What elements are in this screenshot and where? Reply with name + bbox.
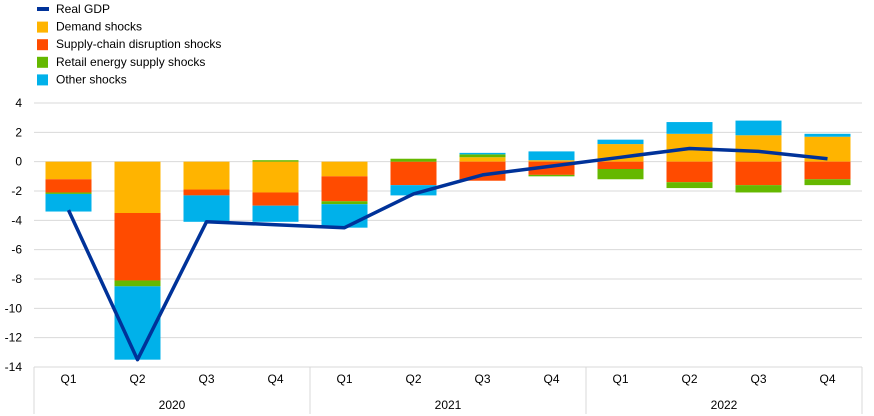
x-tick-label: Q1 — [336, 372, 352, 386]
y-tick-label: -4 — [11, 213, 22, 227]
bar-segment — [804, 161, 851, 180]
bar-segment — [114, 280, 161, 287]
y-tick-label: -10 — [5, 301, 23, 315]
bar-segment — [252, 205, 299, 222]
legend-item: Other shocks — [37, 72, 127, 86]
x-tick-label: Q3 — [198, 372, 214, 386]
legend-swatch — [37, 56, 48, 68]
bar-segment — [666, 161, 713, 183]
bar-segment — [252, 192, 299, 206]
bar-segment — [597, 169, 644, 180]
y-tick-label: -14 — [5, 360, 23, 374]
bar-segment — [321, 201, 368, 205]
bar-segment — [459, 161, 506, 181]
legend-swatch — [37, 74, 48, 86]
x-tick-label: Q1 — [60, 372, 76, 386]
bar-segment — [528, 151, 575, 161]
bar-segment — [252, 161, 299, 193]
legend-swatch — [37, 39, 48, 51]
legend-label: Demand shocks — [56, 20, 142, 34]
x-tick-label: Q4 — [819, 372, 835, 386]
year-label: 2020 — [159, 398, 186, 412]
x-tick-label: Q2 — [129, 372, 145, 386]
legend-item: Demand shocks — [37, 20, 142, 34]
legend-label: Other shocks — [56, 72, 127, 86]
x-tick-label: Q2 — [405, 372, 421, 386]
y-tick-label: -12 — [5, 331, 23, 345]
x-tick-label: Q4 — [267, 372, 283, 386]
y-tick-label: 0 — [15, 155, 22, 169]
x-tick-label: Q2 — [681, 372, 697, 386]
bar-segment — [321, 176, 368, 202]
x-tick-label: Q1 — [612, 372, 628, 386]
bar-segment — [114, 213, 161, 281]
legend-swatch — [37, 21, 48, 33]
bar-segment — [459, 157, 506, 162]
bar-segment — [321, 161, 368, 177]
y-tick-label: -8 — [11, 272, 22, 286]
x-tick-label: Q3 — [750, 372, 766, 386]
bar-segment — [666, 182, 713, 189]
y-tick-label: -6 — [11, 243, 22, 257]
bar-segment — [804, 133, 851, 137]
axes: 4 2 0 -2 -4 -6 -8 -10 -12 -14 Q1 Q2 Q3 Q4 Q1 Q2 Q3 Q4 Q1 Q2… — [5, 96, 863, 414]
year-label: 2022 — [711, 398, 738, 412]
bar-segment — [183, 195, 230, 222]
legend-line-swatch — [37, 7, 49, 11]
legend-item: Supply-chain disruption shocks — [37, 37, 221, 51]
bar-segment — [252, 160, 299, 162]
real-gdp-line — [66, 146, 828, 362]
bar-segment — [735, 161, 782, 186]
bar-segment — [735, 185, 782, 193]
bar-segment — [390, 161, 437, 186]
y-tick-label: 4 — [15, 96, 22, 110]
bar-segment — [528, 174, 575, 177]
bar-segment — [45, 179, 92, 193]
bar-segment — [597, 139, 644, 145]
year-label: 2021 — [435, 398, 462, 412]
bar-segment — [390, 158, 437, 162]
bar-segment — [321, 204, 368, 228]
y-tick-label: -2 — [11, 184, 22, 198]
bar-segment — [735, 120, 782, 136]
bar-segment — [804, 179, 851, 186]
bar-segment — [45, 161, 92, 180]
legend: Real GDP Demand shocks Supply-chain disrup… — [37, 2, 221, 86]
bar-segment — [735, 135, 782, 162]
legend-item: Retail energy supply shocks — [37, 55, 205, 69]
legend-label: Supply-chain disruption shocks — [56, 37, 221, 51]
bars — [45, 120, 851, 360]
y-tick-label: 2 — [15, 125, 22, 139]
bar-segment — [459, 152, 506, 155]
bar-segment — [45, 192, 92, 194]
bar-segment — [666, 122, 713, 134]
bar-segment — [597, 161, 644, 169]
bar-segment — [390, 185, 437, 196]
bar-segment — [183, 189, 230, 196]
bar-segment — [459, 154, 506, 158]
bar-segment — [114, 161, 161, 213]
x-tick-label: Q4 — [543, 372, 559, 386]
bar-segment — [45, 193, 92, 212]
legend-label: Real GDP — [56, 2, 110, 16]
bar-segment — [528, 160, 575, 162]
legend-label: Retail energy supply shocks — [56, 55, 205, 69]
line-layer — [66, 146, 828, 362]
x-tick-label: Q3 — [474, 372, 490, 386]
legend-item-real-gdp: Real GDP — [37, 2, 110, 16]
bar-segment — [183, 161, 230, 190]
